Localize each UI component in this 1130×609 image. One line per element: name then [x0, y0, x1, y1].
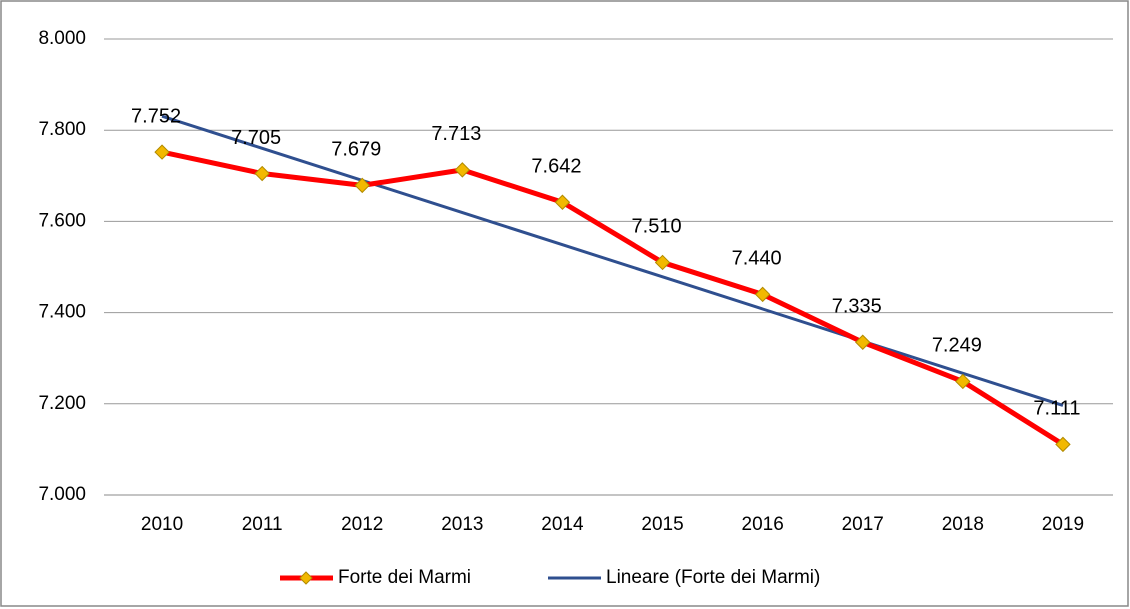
- data-marker: [955, 373, 971, 390]
- data-label: 7.510: [632, 216, 682, 238]
- x-tick-label: 2014: [541, 514, 584, 535]
- data-label: 7.440: [732, 248, 782, 270]
- x-tick-label: 2017: [842, 514, 884, 535]
- data-label: 7.335: [832, 296, 882, 318]
- data-label: 7.249: [932, 335, 982, 357]
- x-tick-label: 2012: [341, 514, 383, 535]
- legend-label: Lineare (Forte dei Marmi): [606, 567, 820, 588]
- data-marker: [454, 162, 471, 178]
- y-tick-label: 7.400: [38, 302, 86, 323]
- y-tick-label: 7.000: [38, 484, 86, 505]
- y-tick-label: 7.800: [38, 119, 86, 140]
- data-label: 7.111: [1033, 398, 1080, 420]
- data-label: 7.752: [131, 105, 181, 127]
- x-tick-label: 2018: [942, 514, 984, 535]
- data-marker: [855, 334, 871, 350]
- data-marker: [554, 194, 571, 210]
- x-tick-label: 2016: [742, 514, 784, 535]
- legend-marker: [299, 571, 313, 585]
- x-tick-label: 2013: [441, 514, 483, 535]
- y-tick-label: 8.000: [38, 28, 86, 49]
- data-marker: [254, 165, 270, 182]
- data-label: 7.642: [531, 156, 581, 178]
- data-label: 7.679: [331, 139, 381, 161]
- x-tick-label: 2015: [641, 514, 683, 535]
- data-marker: [754, 286, 771, 303]
- data-marker: [1055, 436, 1071, 453]
- x-tick-label: 2010: [141, 514, 183, 535]
- y-tick-label: 7.600: [38, 210, 86, 231]
- data-marker: [154, 144, 170, 160]
- data-line: [161, 149, 1065, 447]
- x-tick-label: 2019: [1042, 514, 1084, 535]
- data-marker: [654, 254, 671, 271]
- data-label: 7.713: [431, 123, 481, 145]
- trend-line: [161, 114, 1064, 407]
- data-label: 7.705: [231, 127, 281, 149]
- y-tick-label: 7.200: [38, 393, 86, 414]
- x-tick-label: 2011: [242, 514, 283, 535]
- data-marker: [354, 177, 370, 194]
- legend-label: Forte dei Marmi: [338, 567, 471, 588]
